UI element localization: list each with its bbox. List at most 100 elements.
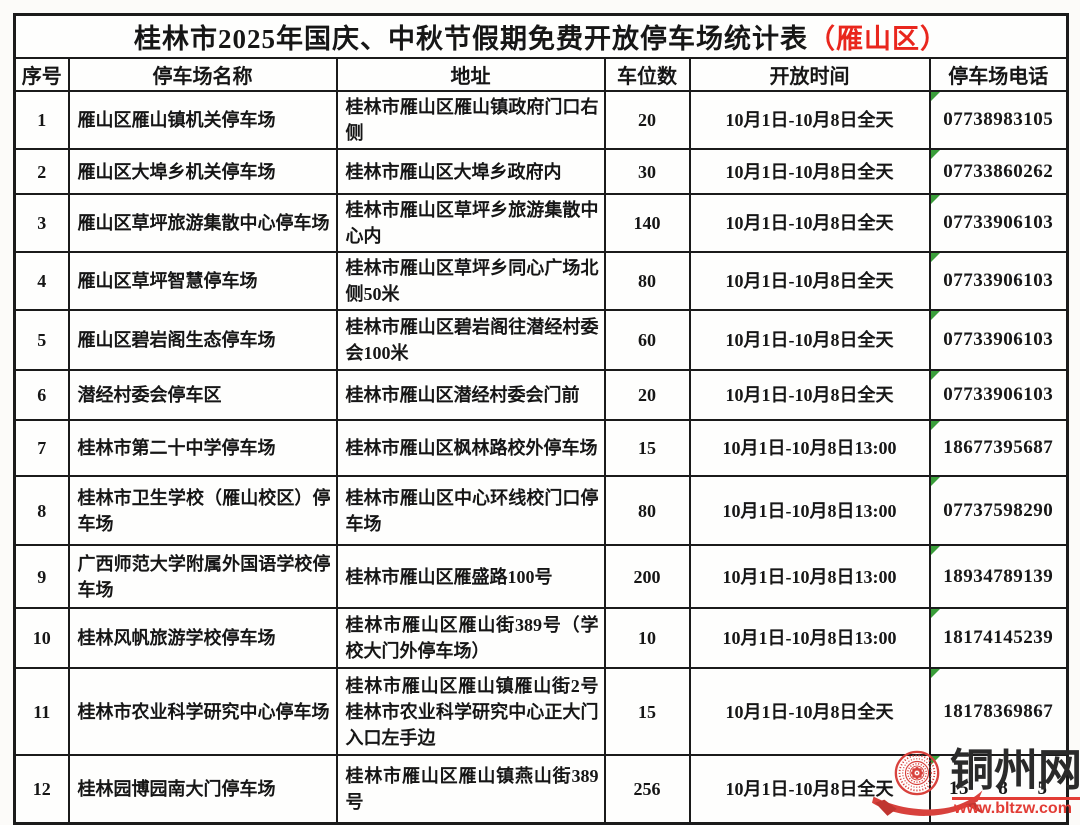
column-header-serial: 序号 <box>13 57 70 92</box>
corner-marker-icon <box>931 670 940 678</box>
serial-cell: 5 <box>13 309 70 371</box>
hours-cell: 10月1日-10月8日全天 <box>688 369 931 421</box>
address-cell: 桂林市雁山区雁山镇燕山街389号 <box>335 754 606 824</box>
serial-cell: 8 <box>13 475 70 546</box>
address-cell: 桂林市雁山区雁盛路100号 <box>335 544 606 609</box>
phone-number-partial: 15 8 5 <box>949 777 1048 799</box>
phone-cell: 07733906103 <box>928 309 1069 371</box>
hours-cell: 10月1日-10月8日全天 <box>688 754 931 824</box>
address-cell: 桂林市雁山区雁山镇政府门口右侧 <box>335 90 606 150</box>
table-row: 4 雁山区草坪智慧停车场 桂林市雁山区草坪乡同心广场北侧50米 80 10月1日… <box>13 251 1069 311</box>
hours-cell: 10月1日-10月8日全天 <box>688 148 931 195</box>
phone-cell: 07738983105 <box>928 90 1069 150</box>
address-cell: 桂林市雁山区潜经村委会门前 <box>335 369 606 421</box>
parking-table: 桂林市2025年国庆、中秋节假期免费开放停车场统计表（雁山区） 序号 停车场名称… <box>13 13 1070 825</box>
name-cell: 雁山区草坪智慧停车场 <box>67 251 338 311</box>
name-cell: 潜经村委会停车区 <box>67 369 338 421</box>
spaces-cell: 140 <box>603 193 691 253</box>
address-cell: 桂林市雁山区碧岩阁往潜经村委会100米 <box>335 309 606 371</box>
hours-cell: 10月1日-10月8日全天 <box>688 309 931 371</box>
phone-number: 07733860262 <box>943 160 1054 182</box>
title-district: （雁山区） <box>808 24 949 54</box>
phone-number: 07738983105 <box>943 109 1054 130</box>
name-cell: 雁山区碧岩阁生态停车场 <box>67 309 338 371</box>
corner-marker-icon <box>931 372 940 380</box>
hours-cell: 10月1日-10月8日13:00 <box>688 475 931 546</box>
phone-number: 07733906103 <box>943 384 1054 405</box>
table-row: 9 广西师范大学附属外国语学校停车场 桂林市雁山区雁盛路100号 200 10月… <box>13 544 1069 609</box>
phone-number: 07733906103 <box>943 270 1054 291</box>
spaces-cell: 20 <box>603 369 691 421</box>
spaces-cell: 15 <box>603 419 691 477</box>
hours-cell: 10月1日-10月8日全天 <box>688 90 931 150</box>
spaces-cell: 256 <box>603 754 691 824</box>
corner-marker-icon <box>931 93 940 101</box>
spaces-cell: 60 <box>603 309 691 371</box>
address-cell: 桂林市雁山区草坪乡旅游集散中心内 <box>335 193 606 253</box>
phone-number: 18174145239 <box>943 627 1054 648</box>
column-header-phone: 停车场电话 <box>928 57 1069 92</box>
phone-cell: 18174145239 <box>928 607 1069 669</box>
column-header-hours: 开放时间 <box>688 57 931 92</box>
table-row: 7 桂林市第二十中学停车场 桂林市雁山区枫林路校外停车场 15 10月1日-10… <box>13 419 1069 477</box>
serial-cell: 3 <box>13 193 70 253</box>
name-cell: 桂林市第二十中学停车场 <box>67 419 338 477</box>
corner-marker-icon <box>931 422 940 430</box>
spaces-cell: 20 <box>603 90 691 150</box>
spaces-cell: 80 <box>603 475 691 546</box>
address-cell: 桂林市雁山区大埠乡政府内 <box>335 148 606 195</box>
phone-cell: 18178369867 <box>928 667 1069 756</box>
header-row: 序号 停车场名称 地址 车位数 开放时间 停车场电话 <box>13 57 1069 92</box>
phone-number: 07733906103 <box>943 329 1054 350</box>
hours-cell: 10月1日-10月8日13:00 <box>688 544 931 609</box>
phone-number: 18178369867 <box>943 700 1054 722</box>
name-cell: 雁山区大埠乡机关停车场 <box>67 148 338 195</box>
table-row: 2 雁山区大埠乡机关停车场 桂林市雁山区大埠乡政府内 30 10月1日-10月8… <box>13 148 1069 195</box>
name-cell: 雁山区草坪旅游集散中心停车场 <box>67 193 338 253</box>
hours-cell: 10月1日-10月8日全天 <box>688 193 931 253</box>
spaces-cell: 10 <box>603 607 691 669</box>
serial-cell: 6 <box>13 369 70 421</box>
corner-marker-icon <box>931 757 940 765</box>
name-cell: 桂林风帆旅游学校停车场 <box>67 607 338 669</box>
corner-marker-icon <box>931 610 940 618</box>
page-title: 桂林市2025年国庆、中秋节假期免费开放停车场统计表（雁山区） <box>13 13 1069 59</box>
table-row: 6 潜经村委会停车区 桂林市雁山区潜经村委会门前 20 10月1日-10月8日全… <box>13 369 1069 421</box>
column-header-spaces: 车位数 <box>603 57 691 92</box>
table-row: 5 雁山区碧岩阁生态停车场 桂林市雁山区碧岩阁往潜经村委会100米 60 10月… <box>13 309 1069 371</box>
serial-cell: 7 <box>13 419 70 477</box>
corner-marker-icon <box>931 478 940 486</box>
spaces-cell: 200 <box>603 544 691 609</box>
table-row: 10 桂林风帆旅游学校停车场 桂林市雁山区雁山街389号（学校大门外停车场） 1… <box>13 607 1069 669</box>
phone-number: 18934789139 <box>943 565 1054 587</box>
phone-number: 18677395687 <box>943 437 1054 458</box>
column-header-address: 地址 <box>335 57 606 92</box>
phone-cell: 18677395687 <box>928 419 1069 477</box>
phone-number: 07737598290 <box>943 499 1054 521</box>
table-row: 1 雁山区雁山镇机关停车场 桂林市雁山区雁山镇政府门口右侧 20 10月1日-1… <box>13 90 1069 150</box>
address-cell: 桂林市雁山区草坪乡同心广场北侧50米 <box>335 251 606 311</box>
name-cell: 雁山区雁山镇机关停车场 <box>67 90 338 150</box>
parking-table-sheet: 桂林市2025年国庆、中秋节假期免费开放停车场统计表（雁山区） 序号 停车场名称… <box>13 13 1070 825</box>
spaces-cell: 15 <box>603 667 691 756</box>
corner-marker-icon <box>931 151 940 159</box>
corner-marker-icon <box>931 196 940 204</box>
serial-cell: 9 <box>13 544 70 609</box>
table-row: 12 桂林园博园南大门停车场 桂林市雁山区雁山镇燕山街389号 256 10月1… <box>13 754 1069 824</box>
table-row: 3 雁山区草坪旅游集散中心停车场 桂林市雁山区草坪乡旅游集散中心内 140 10… <box>13 193 1069 253</box>
address-cell: 桂林市雁山区枫林路校外停车场 <box>335 419 606 477</box>
phone-cell: 18934789139 <box>928 544 1069 609</box>
serial-cell: 11 <box>13 667 70 756</box>
corner-marker-icon <box>931 547 940 555</box>
serial-cell: 12 <box>13 754 70 824</box>
phone-cell: 07737598290 <box>928 475 1069 546</box>
spaces-cell: 30 <box>603 148 691 195</box>
phone-number: 07733906103 <box>943 212 1054 233</box>
serial-cell: 10 <box>13 607 70 669</box>
address-cell: 桂林市雁山区中心环线校门口停车场 <box>335 475 606 546</box>
hours-cell: 10月1日-10月8日全天 <box>688 251 931 311</box>
serial-cell: 2 <box>13 148 70 195</box>
hours-cell: 10月1日-10月8日13:00 <box>688 607 931 669</box>
phone-cell: 07733860262 <box>928 148 1069 195</box>
phone-cell: 07733906103 <box>928 369 1069 421</box>
